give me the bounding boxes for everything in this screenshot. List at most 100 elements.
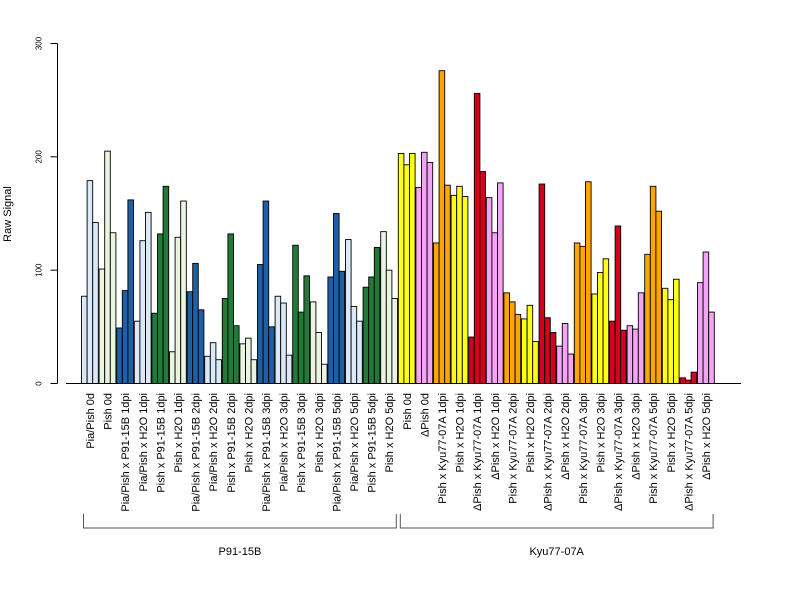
bar bbox=[239, 343, 246, 384]
bar-group bbox=[221, 233, 240, 384]
bar bbox=[468, 336, 475, 384]
x-tick-label: ΔPish x Kyu77-07A 3dpi bbox=[613, 393, 625, 511]
x-tick-label: Pia/Pish x H2O 3dpi bbox=[279, 393, 291, 491]
y-axis: 0 100 200 300 bbox=[35, 36, 58, 386]
bar-group bbox=[503, 292, 522, 384]
bar bbox=[380, 231, 387, 384]
bar bbox=[667, 299, 674, 384]
bar bbox=[479, 171, 486, 384]
bar bbox=[609, 320, 616, 384]
category-labels: Pia/Pish 0d Pish 0d Pia/Pish x P91-15B 1dp… bbox=[85, 393, 713, 512]
bar-group bbox=[468, 92, 486, 384]
bar bbox=[602, 258, 610, 384]
x-tick-label: ΔPish x H2O 1dpi bbox=[490, 393, 502, 480]
bar bbox=[121, 290, 129, 384]
group-bracket: Kyu77-07A bbox=[399, 514, 714, 558]
bracket-line bbox=[399, 514, 714, 529]
bar bbox=[644, 253, 651, 384]
x-tick-label: Pish x H2O 3dpi bbox=[314, 393, 326, 472]
bar bbox=[385, 269, 393, 384]
x-tick-label: Pish x H2O 3dpi bbox=[595, 393, 607, 472]
bar bbox=[438, 70, 446, 384]
bar bbox=[637, 292, 645, 384]
bar bbox=[368, 276, 375, 384]
x-tick-label: ΔPish x H2O 2dpi bbox=[560, 393, 572, 480]
bar bbox=[491, 232, 498, 384]
bar bbox=[556, 345, 563, 384]
bar bbox=[104, 150, 111, 384]
bar-group bbox=[257, 200, 275, 384]
bar bbox=[679, 377, 686, 384]
x-tick-label: Pish x Kyu77-07A 1dpi bbox=[437, 393, 449, 504]
bar-group bbox=[661, 278, 680, 384]
bar bbox=[233, 325, 240, 384]
bar bbox=[250, 359, 258, 384]
x-tick-label: Pish 0d bbox=[402, 393, 414, 430]
bar bbox=[186, 291, 194, 384]
bar-group bbox=[609, 225, 627, 384]
bar bbox=[268, 326, 275, 384]
bar-group bbox=[292, 244, 310, 384]
bar-group bbox=[697, 251, 715, 384]
group-label: Kyu77-07A bbox=[529, 546, 584, 558]
x-tick-label: Pish 0d bbox=[103, 393, 115, 430]
bar bbox=[209, 342, 217, 384]
x-tick-label: Pish x P91-15B 3dpi bbox=[296, 393, 308, 493]
bar bbox=[567, 353, 574, 384]
bar-group bbox=[644, 185, 662, 384]
bar-group bbox=[450, 185, 469, 384]
bar-group bbox=[309, 301, 328, 384]
bar bbox=[139, 240, 146, 384]
bar-group bbox=[239, 337, 258, 384]
x-tick-label: Pish x H2O 5dpi bbox=[384, 393, 396, 472]
bar bbox=[180, 200, 187, 384]
bar bbox=[397, 152, 405, 384]
bar bbox=[204, 355, 211, 384]
bar bbox=[415, 186, 422, 384]
bar bbox=[127, 199, 134, 384]
bar bbox=[538, 183, 546, 384]
bar bbox=[514, 313, 522, 384]
bar bbox=[109, 232, 117, 384]
bar-group bbox=[362, 247, 381, 384]
bar bbox=[409, 152, 416, 384]
bar bbox=[262, 200, 270, 384]
bar bbox=[227, 233, 234, 384]
bar bbox=[292, 244, 299, 384]
bar bbox=[356, 320, 363, 384]
x-tick-label: Pia/Pish 0d bbox=[85, 393, 97, 449]
bar bbox=[92, 222, 99, 384]
bar bbox=[585, 181, 592, 384]
bar bbox=[151, 312, 158, 384]
bar-group bbox=[169, 200, 187, 384]
bar bbox=[280, 302, 287, 384]
bar-group bbox=[204, 342, 222, 384]
x-tick-label: Pish x H2O 5dpi bbox=[666, 393, 678, 472]
x-tick-label: Pish x Kyu77-07A 2dpi bbox=[507, 393, 519, 504]
bar-group bbox=[573, 181, 592, 384]
x-tick-label: Pish x H2O 1dpi bbox=[455, 393, 467, 472]
bar bbox=[350, 305, 358, 384]
bar bbox=[521, 318, 528, 384]
bar bbox=[116, 327, 123, 384]
x-tick-label: Pia/Pish x H2O 5dpi bbox=[349, 393, 361, 491]
x-tick-label: ΔPish x Kyu77-07A 1dpi bbox=[472, 393, 484, 511]
bar bbox=[649, 185, 657, 384]
bar-group bbox=[81, 180, 99, 384]
y-tick-label: 100 bbox=[35, 263, 44, 277]
x-tick-label: Pia/Pish x P91-15B 5dpi bbox=[331, 393, 343, 512]
bar bbox=[327, 276, 334, 384]
x-tick-label: Pia/Pish x H2O 2dpi bbox=[208, 393, 220, 491]
x-tick-label: Pia/Pish x P91-15B 1dpi bbox=[120, 393, 132, 512]
bar bbox=[391, 298, 398, 384]
bar bbox=[303, 275, 310, 384]
bar-group bbox=[626, 292, 645, 384]
bar bbox=[461, 196, 469, 384]
bar bbox=[98, 268, 106, 384]
bar bbox=[197, 309, 205, 384]
x-tick-label: Pish x H2O 2dpi bbox=[525, 393, 537, 472]
bar bbox=[626, 325, 634, 384]
bar bbox=[315, 332, 322, 384]
bar bbox=[245, 337, 252, 384]
bar bbox=[597, 271, 604, 384]
